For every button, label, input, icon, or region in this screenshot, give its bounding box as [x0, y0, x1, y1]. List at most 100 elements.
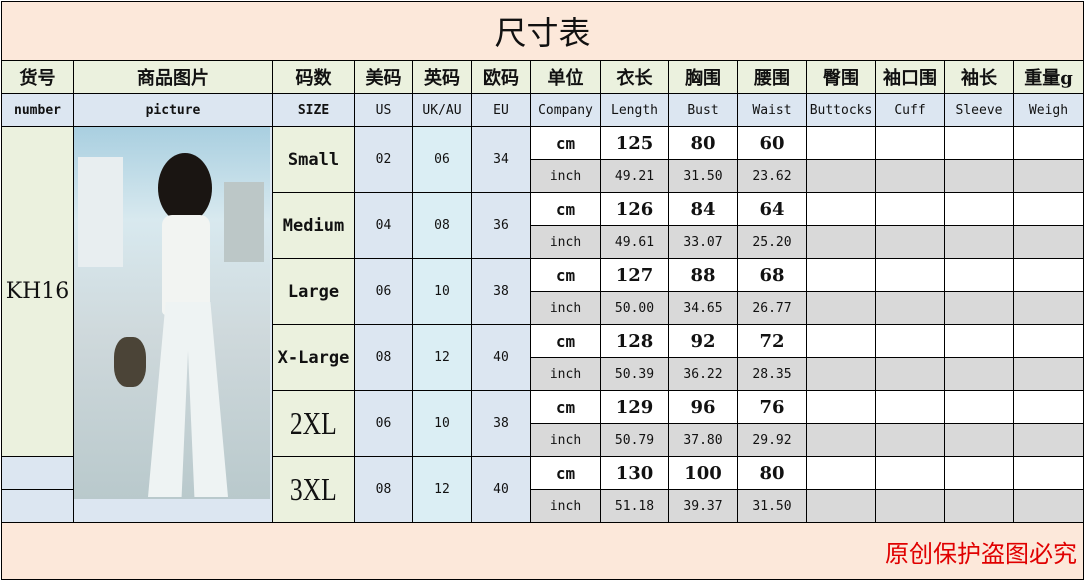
table-row: inch 50.79 37.80 29.92: [2, 423, 1084, 457]
size-text: 3XL: [290, 471, 337, 507]
cm-value: 126: [600, 192, 669, 226]
photo-legs: [148, 302, 228, 497]
empty-cell: [944, 258, 1014, 292]
empty-cell: [944, 489, 1014, 523]
empty-cell: [944, 159, 1014, 193]
eu-size: 34: [471, 126, 531, 193]
inch-value: 50.79: [600, 423, 669, 457]
header-en: Bust: [668, 93, 738, 127]
header-en: UK/AU: [412, 93, 472, 127]
empty-cell: [1013, 423, 1084, 457]
photo-bag: [114, 337, 146, 387]
empty-cell: [1013, 126, 1084, 160]
empty-cell: [875, 258, 945, 292]
unit-inch: inch: [530, 159, 601, 193]
product-photo: [74, 127, 270, 499]
empty-cell: [1013, 192, 1084, 226]
header-en: EU: [471, 93, 531, 127]
header-en: US: [354, 93, 413, 127]
empty-cell: [944, 390, 1014, 424]
header-en: Sleeve: [944, 93, 1014, 127]
empty-cell: [1013, 159, 1084, 193]
unit-cm: cm: [530, 192, 601, 226]
empty-cell: [806, 291, 876, 325]
table-row: Large 06 10 38 cm 127 88 68: [2, 258, 1084, 325]
size-text: Small: [287, 149, 340, 170]
inch-value: 49.61: [600, 225, 669, 259]
empty-cell: [1013, 357, 1084, 391]
eu-size: 40: [471, 324, 531, 391]
header-cn: 码数: [272, 60, 355, 94]
cm-value: 125: [600, 126, 669, 160]
header-en: picture: [73, 93, 273, 127]
cm-value: 88: [668, 258, 738, 292]
cm-value: 76: [737, 390, 807, 424]
empty-cell: [1013, 489, 1084, 523]
cm-value: 64: [737, 192, 807, 226]
size-text: 2XL: [290, 405, 337, 441]
empty-cell: [1013, 324, 1084, 358]
header-en: Waist: [737, 93, 807, 127]
header-cn: 衣长: [600, 60, 669, 94]
cm-value: 130: [600, 456, 669, 490]
header-en: Buttocks: [806, 93, 876, 127]
unit-inch: inch: [530, 225, 601, 259]
us-size: 06: [354, 258, 413, 325]
uk-size: 10: [412, 390, 472, 457]
empty-cell: [1, 456, 74, 490]
empty-cell: [1013, 225, 1084, 259]
unit-inch: inch: [530, 357, 601, 391]
cm-value: 80: [668, 126, 738, 160]
header-cn: 英码: [412, 60, 472, 94]
inch-value: 31.50: [668, 159, 738, 193]
table-row: inch 50.00 34.65 26.77: [2, 291, 1084, 325]
cm-value: 92: [668, 324, 738, 358]
header-en: Weigh: [1013, 93, 1084, 127]
uk-size: 12: [412, 456, 472, 523]
inch-value: 50.00: [600, 291, 669, 325]
cm-value: 68: [737, 258, 807, 292]
inch-value: 39.37: [668, 489, 738, 523]
product-picture: [73, 126, 273, 523]
cm-value: 60: [737, 126, 807, 160]
empty-cell: [806, 258, 876, 292]
empty-cell: [875, 489, 945, 523]
empty-cell: [875, 456, 945, 490]
header-cn: 臀围: [806, 60, 876, 94]
size-label: 2XL: [272, 390, 355, 457]
inch-value: 25.20: [737, 225, 807, 259]
inch-value: 51.18: [600, 489, 669, 523]
table-row: X-Large 08 12 40 cm 128 92 72: [2, 324, 1084, 391]
empty-cell: [875, 357, 945, 391]
size-label: 3XL: [272, 456, 355, 523]
uk-size: 10: [412, 258, 472, 325]
footer-notice: 原创保护盗图必究: [1, 522, 1084, 580]
empty-cell: [806, 357, 876, 391]
us-size: 08: [354, 456, 413, 523]
empty-cell: [875, 291, 945, 325]
size-label: Large: [272, 258, 355, 325]
header-cn: 商品图片: [73, 60, 273, 94]
unit-cm: cm: [530, 258, 601, 292]
header-cn: 袖口围: [875, 60, 945, 94]
table-row: inch 49.21 31.50 23.62: [2, 159, 1084, 193]
inch-value: 37.80: [668, 423, 738, 457]
header-en: number: [1, 93, 74, 127]
size-label: Small: [272, 126, 355, 193]
product-number: KH16: [1, 126, 74, 457]
empty-cell: [1013, 456, 1084, 490]
unit-inch: inch: [530, 291, 601, 325]
unit-cm: cm: [530, 456, 601, 490]
inch-value: 28.35: [737, 357, 807, 391]
empty-cell: [806, 423, 876, 457]
empty-cell: [1013, 390, 1084, 424]
photo-hair: [158, 153, 212, 223]
unit-cm: cm: [530, 390, 601, 424]
empty-cell: [806, 192, 876, 226]
eu-size: 40: [471, 456, 531, 523]
empty-cell: [875, 390, 945, 424]
empty-cell: [1, 489, 74, 523]
header-cn: 腰围: [737, 60, 807, 94]
us-size: 02: [354, 126, 413, 193]
